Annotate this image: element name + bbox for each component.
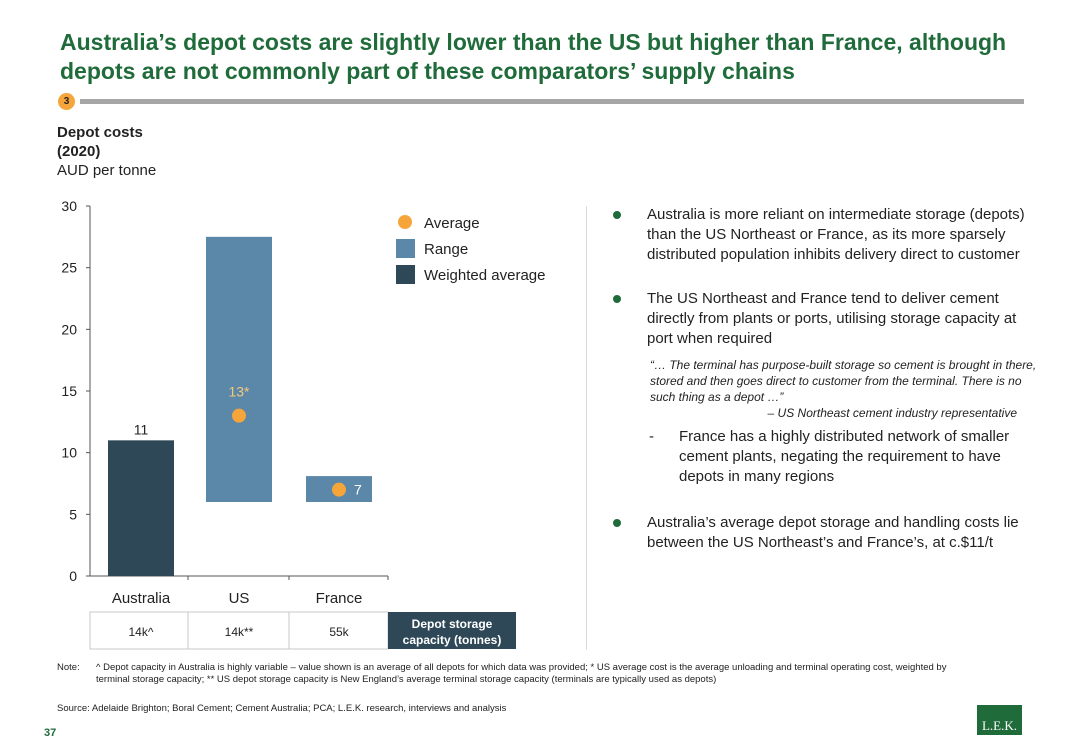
- x-category-label: France: [316, 590, 363, 607]
- depot-cost-chart: 0 5 10 15 20 25 30 Australia US France 11 13* 7 Ave…: [61, 198, 545, 650]
- chart-axes: 0 5 10 15 20 25 30 Australia US France: [61, 198, 389, 607]
- quote-attribution: – US Northeast cement industry represent…: [767, 406, 1017, 420]
- chart-marks: 11 13* 7: [108, 236, 372, 576]
- y-tick-label: 5: [69, 506, 77, 522]
- capacity-table: 14k^ 14k** 55k Depot storage capacity (tonne…: [89, 611, 516, 650]
- weighted-average-bar: [108, 440, 174, 576]
- chart-heading-year: (2020): [57, 143, 101, 160]
- commentary: Australia is more reliant on intermediat…: [607, 205, 1037, 553]
- average-point: [332, 482, 346, 497]
- chart-legend: Average Range Weighted average: [396, 215, 545, 284]
- column-divider: [586, 206, 587, 650]
- chart-heading-unit: AUD per tonne: [57, 162, 157, 179]
- footnote: Note: ^ Depot capacity in Australia is h…: [57, 662, 957, 686]
- capacity-table-cell: 14k^: [129, 625, 154, 639]
- title-divider: [80, 99, 1024, 104]
- y-tick-label: 25: [61, 260, 77, 276]
- range-bar: [206, 236, 272, 503]
- bullet-dot-icon: [613, 519, 621, 527]
- bullet-dot-icon: [613, 211, 621, 219]
- step-badge: 3: [58, 93, 75, 110]
- chart-heading: Depot costs (2020) AUD per tonne: [57, 123, 156, 180]
- quote-text: “… The terminal has purpose-built storag…: [650, 358, 1037, 404]
- y-tick-label: 15: [61, 383, 77, 399]
- page-number: 37: [44, 727, 57, 739]
- legend-label: Average: [424, 215, 480, 232]
- capacity-table-header: [388, 612, 516, 649]
- chart-heading-title: Depot costs: [57, 124, 143, 141]
- legend-swatch-icon: [396, 265, 415, 284]
- note-text: ^ Depot capacity in Australia is highly …: [96, 662, 947, 685]
- bullet-2: The US Northeast and France tend to deli…: [607, 289, 1037, 349]
- y-tick-label: 0: [69, 568, 77, 584]
- bullet-1-text: Australia is more reliant on intermediat…: [647, 206, 1025, 263]
- bullet-1: Australia is more reliant on intermediat…: [607, 205, 1037, 265]
- sub-bullet-text: France has a highly distributed network …: [679, 428, 1010, 485]
- y-tick-label: 30: [61, 198, 77, 214]
- average-point: [232, 408, 246, 423]
- capacity-table-cell: 55k: [329, 625, 349, 639]
- legend-label: Weighted average: [424, 267, 545, 284]
- data-label: 11: [134, 421, 149, 437]
- x-category-label: US: [229, 590, 250, 607]
- data-label: 7: [354, 482, 362, 498]
- legend-swatch-icon: [396, 239, 415, 258]
- bullet-3: Australia’s average depot storage and ha…: [607, 513, 1037, 553]
- capacity-table-label: Depot storage: [412, 617, 493, 631]
- bullet-dot-icon: [613, 295, 621, 303]
- quote: “… The terminal has purpose-built storag…: [650, 357, 1037, 421]
- legend-swatch-icon: [398, 215, 412, 229]
- page-title: Australia’s depot costs are slightly low…: [60, 29, 1007, 84]
- capacity-table-cell: 14k**: [225, 625, 254, 639]
- source-line: Source: Adelaide Brighton; Boral Cement;…: [57, 703, 507, 714]
- capacity-table-label: capacity (tonnes): [403, 633, 502, 647]
- bullet-2-text: The US Northeast and France tend to deli…: [647, 290, 1017, 347]
- note-label: Note:: [57, 662, 80, 673]
- y-tick-label: 10: [61, 445, 77, 461]
- x-category-label: Australia: [112, 590, 171, 607]
- data-label: 13*: [228, 384, 250, 400]
- legend-label: Range: [424, 241, 468, 258]
- sub-bullet-dash: -: [649, 428, 654, 445]
- y-tick-label: 20: [61, 321, 77, 337]
- bullet-3-text: Australia’s average depot storage and ha…: [647, 514, 1019, 551]
- sub-bullet: - France has a highly distributed networ…: [607, 427, 1037, 487]
- lek-logo: L.E.K.: [977, 705, 1022, 735]
